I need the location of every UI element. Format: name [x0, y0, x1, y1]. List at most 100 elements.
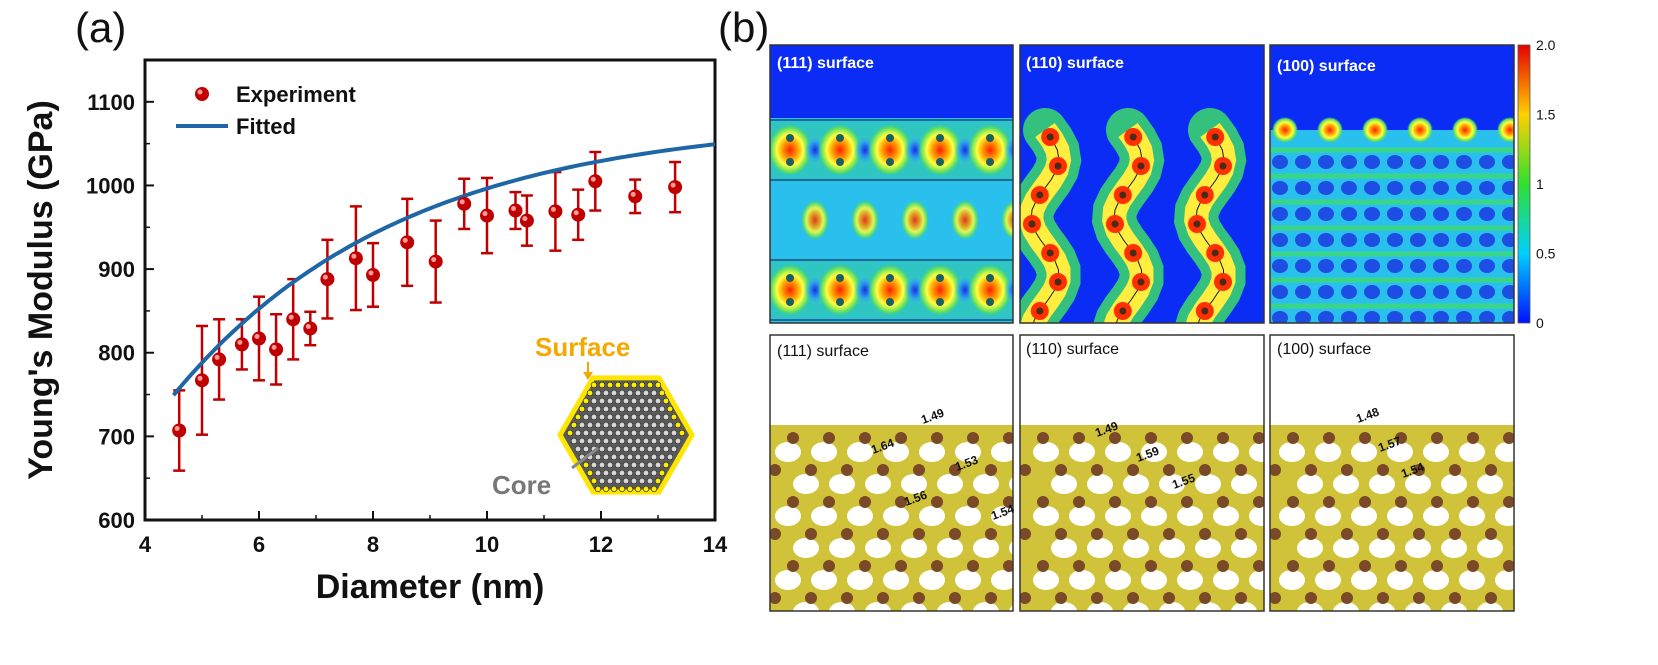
atom: [570, 421, 578, 429]
atom: [598, 477, 606, 485]
lattice-void: [1477, 474, 1503, 494]
data-point-highlight: [322, 274, 328, 280]
data-point: [668, 180, 683, 195]
data-point: [628, 189, 643, 204]
density-wave: [1020, 108, 1082, 323]
atom: [614, 477, 622, 485]
density-peak: [1041, 128, 1060, 146]
atom: [1199, 464, 1211, 476]
atom: [967, 432, 979, 444]
density-void: [1410, 155, 1426, 169]
atom: [1127, 464, 1139, 476]
atom: [1211, 249, 1219, 257]
atom: [1431, 560, 1443, 572]
core-annotation: Core: [492, 470, 551, 500]
density-peak: [1124, 128, 1143, 146]
atom: [614, 381, 622, 389]
colorbar-tick-label: 2.0: [1536, 37, 1556, 53]
atom: [574, 413, 582, 421]
atom: [1395, 496, 1407, 508]
lattice-void: [847, 570, 873, 590]
lattice-void: [1495, 442, 1514, 462]
atom: [1235, 528, 1247, 540]
atom: [650, 485, 658, 493]
atom: [986, 298, 994, 306]
lattice-void: [973, 538, 999, 558]
lattice-void: [847, 442, 873, 462]
density-void: [1456, 285, 1472, 299]
atom: [654, 477, 662, 485]
data-point-highlight: [402, 237, 408, 243]
atom: [622, 477, 630, 485]
density-void: [1456, 207, 1472, 221]
atom: [786, 134, 794, 142]
atom: [1073, 560, 1085, 572]
density-void: [1456, 155, 1472, 169]
y-tick-label: 1000: [86, 173, 135, 198]
atom: [859, 496, 871, 508]
atom: [1201, 307, 1209, 315]
density-void: [1433, 233, 1449, 247]
atom: [1129, 249, 1137, 257]
atom: [1377, 464, 1389, 476]
atom: [638, 381, 646, 389]
lattice-void: [1231, 538, 1257, 558]
atom: [967, 560, 979, 572]
density-void: [1272, 233, 1288, 247]
density-void: [1295, 311, 1311, 323]
atom: [634, 389, 642, 397]
surface-peak: [1452, 117, 1478, 143]
lattice-void: [1297, 538, 1323, 558]
data-point: [195, 373, 209, 388]
density-lobe: [951, 200, 979, 240]
data-point: [234, 337, 249, 352]
density-peak: [1030, 186, 1049, 204]
data-point: [269, 342, 284, 357]
y-tick-label: 1100: [87, 90, 135, 115]
atom: [610, 405, 618, 413]
lattice-void: [793, 602, 819, 611]
atom: [602, 405, 610, 413]
atom: [1039, 560, 1051, 572]
atom: [1181, 432, 1193, 444]
atom: [606, 397, 614, 405]
atom: [622, 413, 630, 421]
lattice-void: [1195, 602, 1221, 611]
atom: [786, 274, 794, 282]
atom: [634, 437, 642, 445]
atom: [1039, 432, 1051, 444]
atom: [786, 158, 794, 166]
atom: [582, 429, 590, 437]
atom: [586, 421, 594, 429]
atom: [662, 397, 670, 405]
atom: [618, 405, 626, 413]
density-void: [1318, 181, 1334, 195]
data-point-highlight: [459, 199, 465, 205]
lattice-void: [901, 474, 927, 494]
lattice-void: [883, 506, 909, 526]
atom: [787, 432, 799, 444]
atom: [985, 592, 997, 604]
density-void: [1295, 259, 1311, 273]
atom: [602, 453, 610, 461]
density-void: [1318, 311, 1334, 323]
y-axis-ticks: 600 700 800 900 1000 1100: [86, 90, 154, 533]
atom: [1521, 464, 1533, 476]
data-point-highlight: [254, 334, 260, 340]
lattice-void: [991, 570, 1013, 590]
lattice-void: [1195, 474, 1221, 494]
atom: [836, 134, 844, 142]
data-point-highlight: [511, 206, 516, 212]
atom: [594, 437, 602, 445]
atom: [931, 496, 943, 508]
atom: [606, 477, 614, 485]
atom: [598, 413, 606, 421]
density-void: [1295, 155, 1311, 169]
atom: [931, 432, 943, 444]
atom: [670, 429, 678, 437]
lattice-void: [1513, 544, 1514, 552]
atom: [1521, 528, 1533, 540]
atom: [646, 397, 654, 405]
data-point-highlight: [271, 344, 277, 350]
data-point: [366, 267, 380, 282]
